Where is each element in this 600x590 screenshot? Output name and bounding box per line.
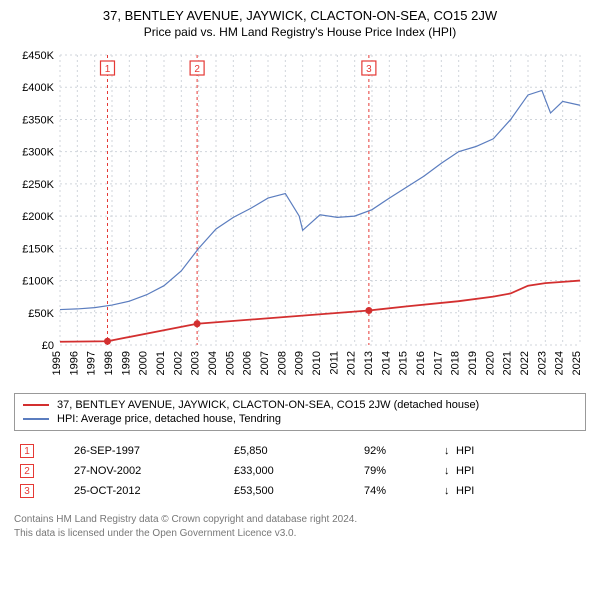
- x-axis-label: 1996: [68, 351, 80, 375]
- x-axis-label: 2017: [432, 351, 444, 375]
- x-axis-label: 2005: [224, 351, 236, 375]
- event-number-box: 1: [20, 444, 34, 458]
- legend-swatch: [23, 418, 49, 420]
- event-price: £53,500: [234, 485, 364, 497]
- x-axis-label: 2015: [398, 351, 410, 375]
- x-axis-label: 2012: [346, 351, 358, 375]
- x-axis-label: 2020: [484, 351, 496, 375]
- legend-label: HPI: Average price, detached house, Tend…: [57, 413, 281, 425]
- x-axis-label: 2009: [294, 351, 306, 375]
- data-source: Contains HM Land Registry data © Crown c…: [14, 513, 586, 540]
- y-axis-label: £150K: [22, 243, 54, 255]
- event-ref: HPI: [456, 445, 496, 457]
- legend-label: 37, BENTLEY AVENUE, JAYWICK, CLACTON-ON-…: [57, 399, 479, 411]
- x-axis-label: 2006: [242, 351, 254, 375]
- event-date: 26-SEP-1997: [74, 445, 234, 457]
- legend: 37, BENTLEY AVENUE, JAYWICK, CLACTON-ON-…: [14, 393, 586, 431]
- event-date: 27-NOV-2002: [74, 465, 234, 477]
- data-source-line-2: This data is licensed under the Open Gov…: [14, 527, 586, 541]
- x-axis-label: 2002: [172, 351, 184, 375]
- event-marker-number: 3: [366, 64, 372, 75]
- x-axis-label: 2021: [502, 351, 514, 375]
- legend-row: 37, BENTLEY AVENUE, JAYWICK, CLACTON-ON-…: [23, 398, 577, 412]
- x-axis-label: 1998: [103, 351, 115, 375]
- x-axis-label: 1997: [86, 351, 98, 375]
- event-price: £33,000: [234, 465, 364, 477]
- events-table: 126-SEP-1997£5,85092%↓HPI227-NOV-2002£33…: [14, 441, 586, 501]
- down-arrow-icon: ↓: [444, 485, 456, 497]
- chart-title: 37, BENTLEY AVENUE, JAYWICK, CLACTON-ON-…: [14, 8, 586, 23]
- x-axis-label: 2016: [415, 351, 427, 375]
- event-marker-number: 1: [105, 64, 111, 75]
- event-pct: 79%: [364, 465, 444, 477]
- x-axis-label: 2007: [259, 351, 271, 375]
- x-axis-label: 2019: [467, 351, 479, 375]
- x-axis-label: 2025: [571, 351, 583, 375]
- down-arrow-icon: ↓: [444, 465, 456, 477]
- y-axis-label: £0: [42, 340, 54, 352]
- legend-swatch: [23, 404, 49, 406]
- y-axis-label: £450K: [22, 50, 54, 62]
- sale-point: [194, 320, 201, 327]
- chart-area: £0 £50K £100K £150K £200K £250K £300K £350K £400…: [14, 47, 586, 387]
- x-axis-label: 2011: [328, 351, 340, 375]
- chart-subtitle: Price paid vs. HM Land Registry's House …: [14, 25, 586, 39]
- x-axis-label: 2004: [207, 351, 219, 375]
- event-marker-number: 2: [194, 64, 200, 75]
- x-axis-label: 2023: [536, 351, 548, 375]
- event-row: 3 25-OCT-2012£53,50074%↓HPI: [14, 481, 586, 501]
- x-axis-label: 2000: [138, 351, 150, 375]
- event-row: 2 27-NOV-2002£33,00079%↓HPI: [14, 461, 586, 481]
- event-ref: HPI: [456, 465, 496, 477]
- event-pct: 92%: [364, 445, 444, 457]
- x-axis-label: 2022: [519, 351, 531, 375]
- event-price: £5,850: [234, 445, 364, 457]
- y-axis-label: £100K: [22, 276, 54, 288]
- chart-svg: £0 £50K £100K £150K £200K £250K £300K £350K £400…: [14, 47, 586, 387]
- x-axis-label: 2003: [190, 351, 202, 375]
- x-axis-label: 2001: [155, 351, 167, 375]
- event-date: 25-OCT-2012: [74, 485, 234, 497]
- x-axis-label: 2014: [380, 351, 392, 375]
- legend-row: HPI: Average price, detached house, Tend…: [23, 412, 577, 426]
- event-number-box: 2: [20, 464, 34, 478]
- x-axis-label: 2010: [311, 351, 323, 375]
- x-axis-label: 1995: [51, 351, 63, 375]
- chart-container: 37, BENTLEY AVENUE, JAYWICK, CLACTON-ON-…: [0, 0, 600, 548]
- event-number-box: 3: [20, 484, 34, 498]
- y-axis-label: £300K: [22, 147, 54, 159]
- down-arrow-icon: ↓: [444, 445, 456, 457]
- y-axis-label: £200K: [22, 211, 54, 223]
- y-axis-label: £250K: [22, 179, 54, 191]
- y-axis-label: £350K: [22, 114, 54, 126]
- y-axis-label: £400K: [22, 82, 54, 94]
- event-row: 1 26-SEP-1997£5,85092%↓HPI: [14, 441, 586, 461]
- x-axis-label: 2013: [363, 351, 375, 375]
- sale-point: [365, 307, 372, 314]
- x-axis-label: 2018: [450, 351, 462, 375]
- sale-point: [104, 338, 111, 345]
- event-ref: HPI: [456, 485, 496, 497]
- x-axis-label: 1999: [120, 351, 132, 375]
- x-axis-label: 2024: [554, 351, 566, 375]
- data-source-line-1: Contains HM Land Registry data © Crown c…: [14, 513, 586, 527]
- event-pct: 74%: [364, 485, 444, 497]
- x-axis-label: 2008: [276, 351, 288, 375]
- y-axis-label: £50K: [28, 308, 54, 320]
